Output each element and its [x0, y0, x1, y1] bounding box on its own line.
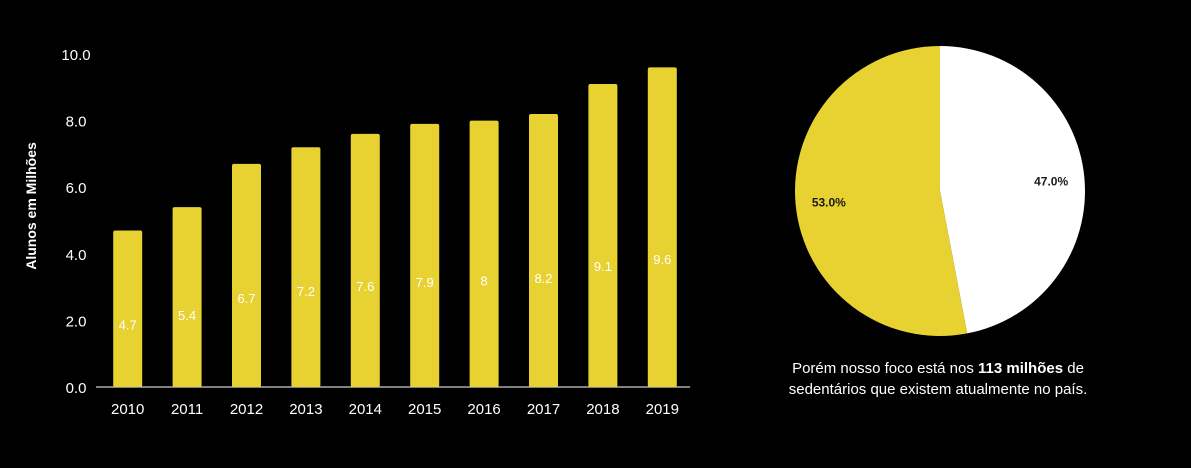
caption: Porém nosso foco está nos 113 milhões de…: [770, 358, 1106, 400]
x-tick-label: 2017: [527, 401, 560, 418]
y-tick-label: 10.0: [61, 47, 90, 64]
x-tick-label: 2011: [171, 401, 203, 418]
bar: [410, 123, 440, 388]
pie-slice: [794, 46, 968, 336]
x-tick-label: 2014: [349, 401, 382, 418]
bar: [588, 83, 618, 387]
y-tick-label: 4.0: [66, 247, 87, 264]
y-tick-label: 2.0: [66, 313, 87, 330]
bar: [350, 133, 380, 387]
x-tick-label: 2018: [586, 401, 619, 418]
bar: [232, 163, 261, 387]
y-tick-label: 6.0: [66, 180, 87, 197]
x-tick-label: 2015: [408, 401, 441, 418]
bar: [469, 120, 499, 387]
pie-chart: 47.0% 53.0%: [794, 46, 1085, 336]
y-tick-label: 8.0: [66, 114, 87, 131]
x-tick-label: 2013: [289, 401, 322, 418]
bar: [291, 147, 321, 387]
bar-value-label: 6.7: [237, 291, 255, 306]
bar-value-label: 8: [480, 273, 487, 288]
bar-value-label: 7.6: [356, 279, 374, 294]
bar: [113, 230, 143, 387]
x-tick-label: 2019: [646, 401, 679, 418]
bar-value-label: 5.4: [178, 308, 196, 323]
pie-slice-label: 47.0%: [1034, 174, 1068, 188]
caption-highlight: 113 milhões: [978, 360, 1064, 377]
bar-value-label: 4.7: [119, 317, 137, 332]
bar-value-label: 9.6: [653, 252, 671, 267]
bar-chart: Alunos em Milhões 0.0 2.0 4.0 6.0 8.0 10.0 4.7…: [23, 47, 690, 418]
y-tick-label: 0.0: [66, 380, 87, 397]
x-tick-label: 2016: [467, 401, 500, 418]
bar-value-label: 7.9: [416, 275, 434, 290]
bar-value-label: 8.2: [534, 271, 552, 286]
x-tick-label: 2010: [111, 401, 144, 418]
bar: [529, 113, 558, 387]
caption-text-end: de sedentários que existem atualmente no…: [788, 360, 1088, 398]
x-tick-label: 2012: [230, 401, 263, 418]
pie-slice-label: 53.0%: [812, 196, 846, 210]
bar: [647, 67, 677, 387]
caption-text-start: Porém nosso foco está nos: [792, 360, 978, 377]
pie-slice: [940, 46, 1085, 334]
bar-value-label: 7.2: [297, 284, 315, 299]
y-axis-label: Alunos em Milhões: [23, 142, 39, 270]
bar-value-label: 9.1: [594, 259, 612, 274]
bar: [172, 207, 202, 387]
